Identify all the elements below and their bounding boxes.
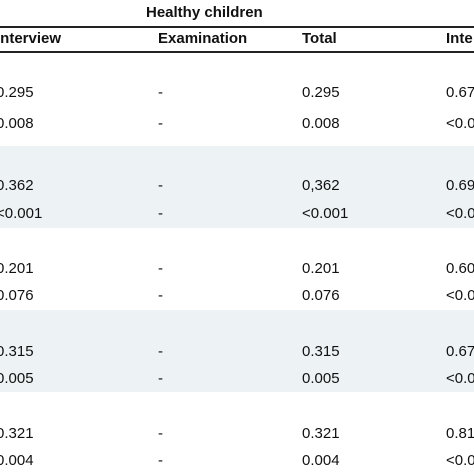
table-header-rule [0, 51, 474, 53]
table-cell: 0.67 [446, 84, 474, 101]
table-cell: - [158, 425, 163, 442]
table-group-title: Healthy children [146, 4, 263, 21]
header-examination: Examination [158, 30, 248, 47]
table-cell: - [158, 260, 163, 277]
table-cell: - [158, 370, 163, 387]
table-cell: 0.81 [446, 425, 474, 442]
table-cell: <0.0 [446, 287, 474, 304]
table-cell: 0.315 [0, 343, 34, 360]
table-header-row: Interview Examination Total Inte [0, 30, 474, 50]
table-cell: 0.60 [446, 260, 474, 277]
table-cell: - [158, 452, 163, 469]
table-cell: - [158, 287, 163, 304]
table-row-group: 0.201 - 0.201 0.60 0.076 - 0.076 <0.0 [0, 228, 474, 310]
table-cell: 0.69 [446, 177, 474, 194]
table-cell: 0.008 [0, 115, 34, 132]
table-row-group: 0.362 - 0,362 0.69 <0.001 - <0.001 <0.0 [0, 146, 474, 228]
header-interview-2: Inte [446, 30, 473, 47]
table-cell: - [158, 177, 163, 194]
table-cell: 0.295 [302, 84, 340, 101]
table-cell: 0.004 [0, 452, 34, 469]
table-cell: 0.321 [0, 425, 34, 442]
table-cell: 0.076 [0, 287, 34, 304]
table-cell: 0.004 [302, 452, 340, 469]
table-cell: 0.201 [0, 260, 34, 277]
table-cell: 0.315 [302, 343, 340, 360]
table-cell: 0.005 [302, 370, 340, 387]
header-interview: Interview [0, 30, 62, 47]
table-cell: - [158, 205, 163, 222]
table-cell: <0.0 [446, 452, 474, 469]
table-cell: <0.0 [446, 370, 474, 387]
table-cell: 0.008 [302, 115, 340, 132]
table-cell: 0.005 [0, 370, 34, 387]
table-cell: 0.076 [302, 287, 340, 304]
table-cell: 0.201 [302, 260, 340, 277]
header-total: Total [302, 30, 337, 47]
table-cell: 0.362 [0, 177, 34, 194]
table-row-group: 0.295 - 0.295 0.67 0.008 - 0.008 <0.0 [0, 64, 474, 146]
table-cell: <0.0 [446, 115, 474, 132]
table-cell: <0.001 [0, 205, 43, 222]
table-row-group: 0.321 - 0.321 0.81 0.004 - 0.004 <0.0 [0, 392, 474, 474]
table-cell: 0.321 [302, 425, 340, 442]
table-cell: 0.67 [446, 343, 474, 360]
table-cell: 0.295 [0, 84, 34, 101]
table-row-group: 0.315 - 0.315 0.67 0.005 - 0.005 <0.0 [0, 310, 474, 392]
table-top-rule [0, 26, 474, 28]
table-cell: <0.001 [302, 205, 349, 222]
table-cell: <0.0 [446, 205, 474, 222]
table-cell: - [158, 343, 163, 360]
table-cell: 0,362 [302, 177, 340, 194]
table-cell: - [158, 84, 163, 101]
table-cell: - [158, 115, 163, 132]
